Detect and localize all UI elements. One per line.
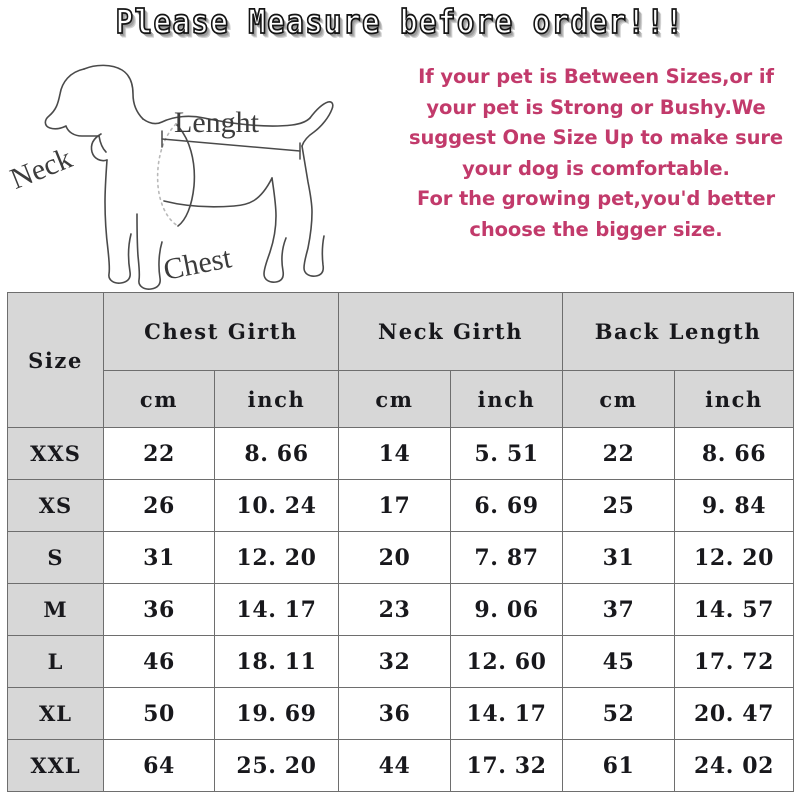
- note-line: If your pet is Between Sizes,or if: [418, 65, 774, 88]
- measurement-cell-neck-cm: 32: [338, 635, 452, 688]
- diagram-label-length: Lenght: [174, 106, 259, 139]
- measurement-cell-chest-inch: 8. 66: [213, 427, 340, 480]
- measurement-cell-chest-cm: 31: [103, 531, 215, 584]
- column-header-chest-cm: cm: [103, 370, 215, 428]
- note-line: For the growing pet,you'd better: [417, 187, 775, 210]
- measurement-cell-neck-cm: 44: [338, 739, 452, 792]
- size-cell: M: [7, 583, 104, 636]
- table-row: XS 26 10. 24 17 6. 69 25 9. 84: [7, 479, 795, 532]
- column-header-chest-inch: inch: [213, 370, 340, 428]
- measurement-cell-back-cm: 31: [562, 531, 676, 584]
- measurement-cell-chest-inch: 14. 17: [213, 583, 340, 636]
- measurement-cell-chest-inch: 10. 24: [213, 479, 340, 532]
- measurement-cell-chest-cm: 22: [103, 427, 215, 480]
- table-row: XL 50 19. 69 36 14. 17 52 20. 47: [7, 687, 795, 740]
- measurement-cell-back-cm: 25: [562, 479, 676, 532]
- measurement-cell-back-cm: 45: [562, 635, 676, 688]
- measurement-cell-back-cm: 22: [562, 427, 676, 480]
- column-header-back-length: Back Length: [562, 292, 795, 371]
- dog-measurement-diagram: Neck Lenght Chest: [4, 46, 394, 291]
- column-header-back-inch: inch: [674, 370, 795, 428]
- measurement-cell-chest-cm: 46: [103, 635, 215, 688]
- measurement-cell-back-inch: 8. 66: [674, 427, 795, 480]
- measurement-cell-chest-cm: 50: [103, 687, 215, 740]
- measurement-cell-back-cm: 37: [562, 583, 676, 636]
- length-measure-bar: [161, 130, 301, 160]
- size-cell: XXS: [7, 427, 104, 480]
- size-cell: XS: [7, 479, 104, 532]
- size-chart-table: Size Chest Girth Neck Girth Back Length …: [7, 292, 795, 792]
- size-cell: L: [7, 635, 104, 688]
- column-header-back-cm: cm: [562, 370, 676, 428]
- sizing-advice-note: If your pet is Between Sizes,or if your …: [398, 62, 794, 245]
- table-header-row-groups: Size Chest Girth Neck Girth Back Length: [7, 292, 795, 428]
- measurement-cell-neck-cm: 14: [338, 427, 452, 480]
- column-header-size: Size: [7, 292, 104, 428]
- measurement-cell-neck-cm: 23: [338, 583, 452, 636]
- measurement-cell-back-inch: 17. 72: [674, 635, 795, 688]
- measurement-cell-neck-inch: 17. 32: [450, 739, 564, 792]
- column-header-neck-girth: Neck Girth: [338, 292, 564, 371]
- dog-outline-icon: [44, 64, 334, 290]
- measurement-cell-chest-inch: 12. 20: [213, 531, 340, 584]
- column-header-chest-girth: Chest Girth: [102, 292, 340, 371]
- measurement-cell-back-cm: 52: [562, 687, 676, 740]
- measurement-cell-neck-inch: 14. 17: [450, 687, 564, 740]
- measurement-cell-neck-inch: 6. 69: [450, 479, 564, 532]
- table-row: XXL 64 25. 20 44 17. 32 61 24. 02: [7, 739, 795, 792]
- measurement-cell-back-inch: 12. 20: [674, 531, 795, 584]
- measurement-cell-chest-inch: 19. 69: [213, 687, 340, 740]
- measurement-cell-neck-inch: 5. 51: [450, 427, 564, 480]
- table-row: XXS 22 8. 66 14 5. 51 22 8. 66: [7, 427, 795, 480]
- measurement-cell-neck-inch: 12. 60: [450, 635, 564, 688]
- note-line: choose the bigger size.: [469, 217, 723, 241]
- measurement-cell-neck-cm: 17: [338, 479, 452, 532]
- measurement-cell-back-inch: 14. 57: [674, 583, 795, 636]
- measurement-cell-neck-inch: 7. 87: [450, 531, 564, 584]
- table-body: XXS 22 8. 66 14 5. 51 22 8. 66 XS 26 10. 24 17 6. 6…: [7, 427, 795, 792]
- measurement-cell-neck-inch: 9. 06: [450, 583, 564, 636]
- chest-girth-dashed-line: [156, 123, 179, 227]
- table-header: Size Chest Girth Neck Girth Back Length …: [7, 292, 795, 428]
- size-cell: XXL: [7, 739, 104, 792]
- measurement-cell-back-inch: 9. 84: [674, 479, 795, 532]
- measurement-cell-chest-inch: 25. 20: [213, 739, 340, 792]
- table-row: L 46 18. 11 32 12. 60 45 17. 72: [7, 635, 795, 688]
- measurement-cell-chest-inch: 18. 11: [213, 635, 340, 688]
- note-line: your pet is Strong or Bushy.We: [426, 95, 766, 119]
- measurement-cell-chest-cm: 36: [103, 583, 215, 636]
- note-line: suggest One Size Up to make sure: [408, 126, 784, 149]
- table-row: S 31 12. 20 20 7. 87 31 12. 20: [7, 531, 795, 584]
- measurement-cell-neck-cm: 36: [338, 687, 452, 740]
- measurement-cell-back-inch: 20. 47: [674, 687, 795, 740]
- size-cell: XL: [7, 687, 104, 740]
- table-row: M 36 14. 17 23 9. 06 37 14. 57: [7, 583, 795, 636]
- size-cell: S: [7, 531, 104, 584]
- column-header-neck-inch: inch: [450, 370, 564, 428]
- measurement-cell-neck-cm: 20: [338, 531, 452, 584]
- page-title: Please Measure before order!!!: [115, 2, 685, 42]
- table-header-row-units: cm inch cm inch cm inch: [8, 370, 795, 428]
- column-header-neck-cm: cm: [338, 370, 452, 428]
- note-line: your dog is comfortable.: [462, 156, 730, 180]
- measurement-cell-chest-cm: 64: [103, 739, 215, 792]
- measurement-cell-back-inch: 24. 02: [674, 739, 795, 792]
- page-title-bar: Please Measure before order!!!: [0, 2, 800, 46]
- measurement-cell-back-cm: 61: [562, 739, 676, 792]
- measurement-cell-chest-cm: 26: [103, 479, 215, 532]
